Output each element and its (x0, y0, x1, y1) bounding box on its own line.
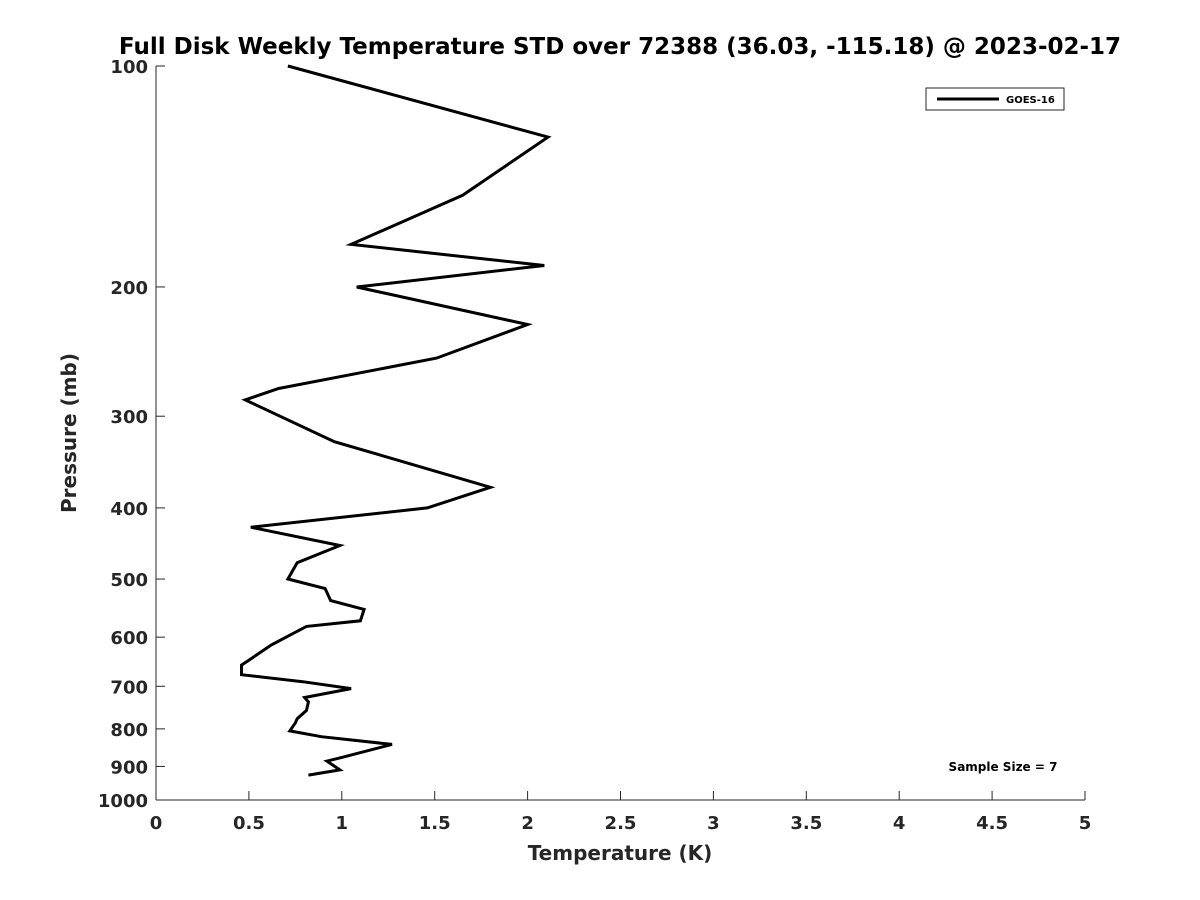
x-tick-label: 4 (893, 813, 906, 834)
x-tick-label: 0.5 (233, 813, 265, 834)
x-tick-label: 2.5 (605, 813, 637, 834)
y-tick-label: 400 (110, 499, 148, 520)
y-axis-ticks: 100 200 300 400 500 600 700 800 900 1000 (98, 57, 165, 812)
legend-label-goes-16: GOES-16 (1006, 95, 1055, 106)
x-tick-label: 3 (707, 813, 720, 834)
legend: GOES-16 (925, 87, 1065, 111)
x-tick-label: 4.5 (976, 813, 1008, 834)
y-tick-label: 300 (110, 407, 148, 428)
chart-title: Full Disk Weekly Temperature STD over 72… (119, 34, 1121, 60)
x-tick-label: 2 (521, 813, 534, 834)
x-tick-label: 1.5 (419, 813, 451, 834)
y-tick-label: 500 (110, 570, 148, 591)
series-layer (240, 64, 552, 777)
sample-size-annotation: Sample Size = 7 (949, 760, 1058, 774)
y-tick-label: 700 (110, 677, 148, 698)
y-tick-label: 900 (110, 757, 148, 778)
y-tick-label: 600 (110, 628, 148, 649)
x-axis-ticks: 0 0.5 1 1.5 2 2.5 3 3.5 4 4.5 5 (150, 791, 1092, 834)
plot-area (156, 66, 1085, 800)
x-axis-label: Temperature (K) (528, 841, 713, 865)
x-tick-label: 0 (150, 813, 163, 834)
y-tick-label: 100 (110, 57, 148, 78)
x-tick-label: 1 (336, 813, 349, 834)
y-tick-label: 200 (110, 278, 148, 299)
y-tick-label: 1000 (98, 791, 148, 812)
y-tick-label: 800 (110, 720, 148, 741)
y-axis-label: Pressure (mb) (57, 353, 81, 513)
x-tick-label: 5 (1079, 813, 1092, 834)
series-line-goes-16 (240, 64, 552, 777)
x-tick-label: 3.5 (790, 813, 822, 834)
